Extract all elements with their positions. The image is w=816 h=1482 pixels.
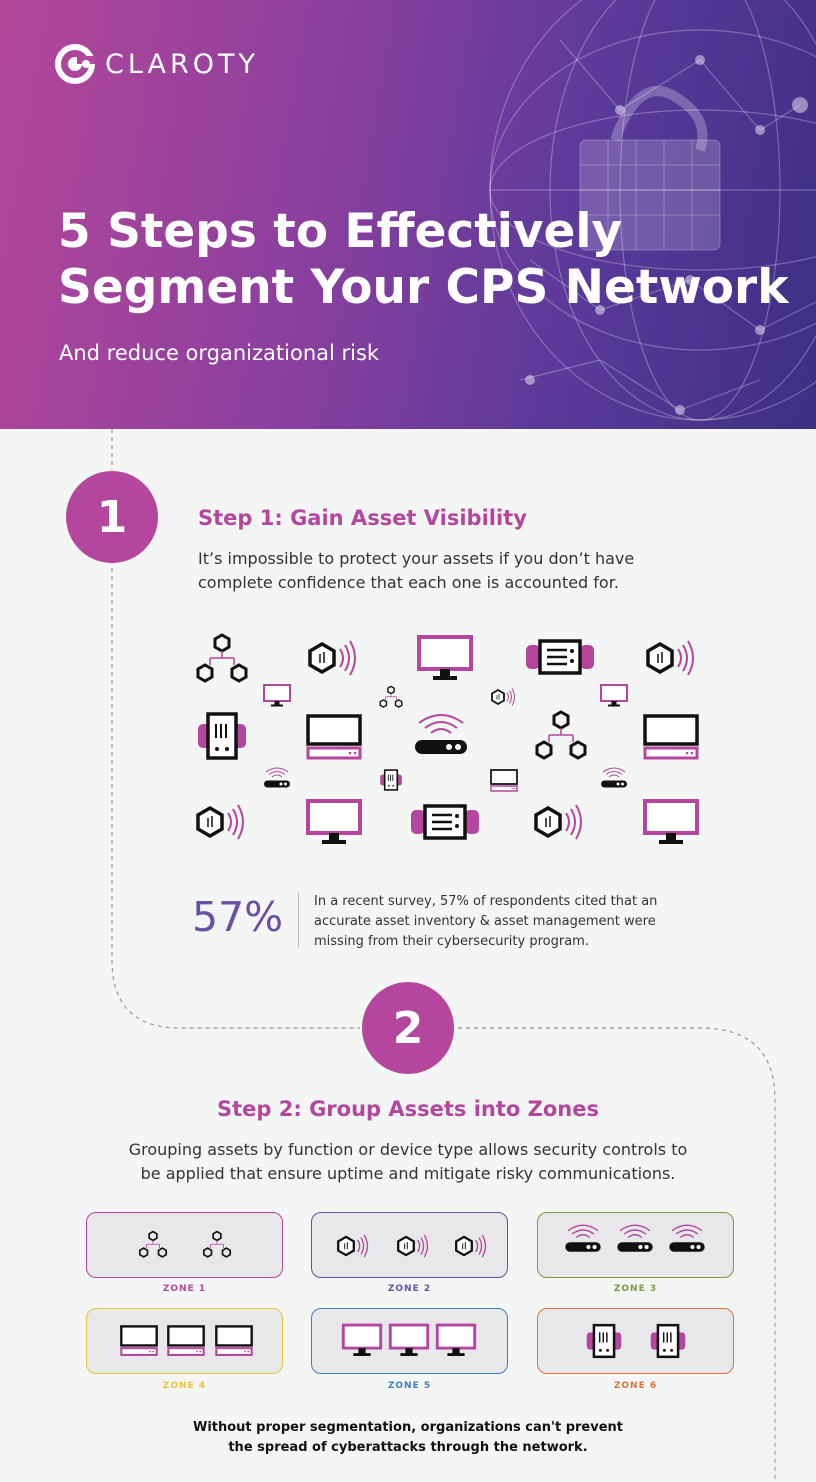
zone-1-box: [86, 1212, 283, 1278]
step-1-text-line-2: complete confidence that each one is acc…: [198, 573, 619, 592]
title-line-1: 5 Steps to Effectively: [58, 204, 623, 259]
monitor-icon: [388, 1323, 430, 1358]
hero-banner: CLAROTY 5 Steps to Effectively Segment Y…: [0, 0, 816, 429]
monitor-icon: [341, 1323, 383, 1358]
step-2-badge: 2: [362, 982, 454, 1074]
stat-line-1: In a recent survey, 57% of respondents c…: [314, 894, 658, 909]
desktop-icon: [167, 1325, 205, 1357]
zone-6-label: ZONE 6: [613, 1381, 658, 1391]
step-1-badge: 1: [66, 471, 158, 563]
desktop-icon: [120, 1325, 158, 1357]
router-icon: [564, 1224, 602, 1253]
switch-icon: [585, 1323, 623, 1359]
globe-lock-icon: [489, 0, 816, 421]
step-1-text-line-1: It’s impossible to protect your assets i…: [198, 549, 635, 568]
step-1-description: It’s impossible to protect your assets i…: [198, 547, 634, 595]
wireless-sensor-icon: [455, 1233, 487, 1259]
zone-3-label: ZONE 3: [613, 1284, 658, 1294]
step-2-title: Step 2: Group Assets into Zones: [217, 1097, 599, 1121]
monitor-icon: [435, 1323, 477, 1358]
stat-line-3: missing from their cybersecurity program…: [314, 934, 589, 949]
brand-logo: CLAROTY: [55, 44, 259, 84]
step-2-description: Grouping assets by function or device ty…: [0, 1138, 816, 1186]
zone-1-label: ZONE 1: [162, 1284, 207, 1294]
network-icon: [202, 1230, 232, 1258]
zone-2-label: ZONE 2: [387, 1284, 432, 1294]
page-subtitle: And reduce organizational risk: [59, 341, 380, 365]
step-2-text-line-1: Grouping assets by function or device ty…: [128, 1140, 688, 1159]
wireless-sensor-icon: [397, 1233, 429, 1259]
wireless-sensor-icon: [337, 1233, 369, 1259]
zone-6-box: [537, 1308, 734, 1374]
stat-description: In a recent survey, 57% of respondents c…: [314, 892, 704, 952]
segmentation-warning: Without proper segmentation, organizatio…: [150, 1418, 666, 1458]
claroty-logo-icon: [55, 44, 95, 84]
warning-line-1: Without proper segmentation, organizatio…: [192, 1420, 624, 1435]
brand-name: CLAROTY: [105, 48, 259, 80]
step-2-text-line-2: be applied that ensure uptime and mitiga…: [140, 1164, 676, 1183]
page-title: 5 Steps to Effectively Segment Your CPS …: [58, 204, 789, 316]
router-icon: [668, 1224, 706, 1253]
step-1-title: Step 1: Gain Asset Visibility: [198, 506, 527, 530]
router-icon: [616, 1224, 654, 1253]
stat-line-2: accurate asset inventory & asset managem…: [314, 914, 656, 929]
title-line-2: Segment Your CPS Network: [58, 260, 789, 315]
zone-4-label: ZONE 4: [162, 1381, 207, 1391]
warning-line-2: the spread of cyberattacks through the n…: [228, 1440, 588, 1455]
stat-divider: [298, 893, 299, 947]
switch-icon: [649, 1323, 687, 1359]
desktop-icon: [215, 1325, 253, 1357]
network-icon: [138, 1230, 168, 1258]
zone-5-label: ZONE 5: [387, 1381, 432, 1391]
stat-value: 57%: [192, 893, 284, 941]
